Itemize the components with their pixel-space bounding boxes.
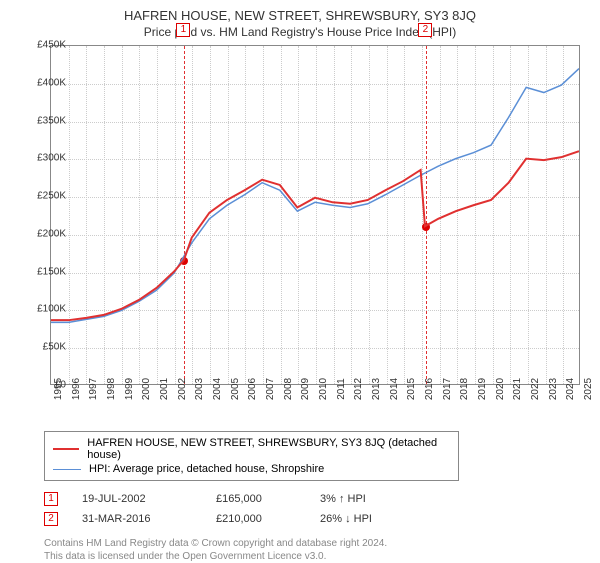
- sale-marker-box: 2: [418, 23, 432, 37]
- y-axis-label: £150K: [37, 266, 66, 277]
- series-line: [51, 69, 579, 323]
- x-axis-label: 2001: [159, 378, 170, 400]
- y-axis-label: £100K: [37, 304, 66, 315]
- y-axis-label: £450K: [37, 40, 66, 51]
- x-axis-label: 2019: [477, 378, 488, 400]
- y-axis-label: £50K: [43, 342, 66, 353]
- x-axis-label: 2018: [459, 378, 470, 400]
- series-line: [51, 151, 579, 320]
- sales-table-row: 1 19-JUL-2002 £165,000 3% ↑ HPI: [44, 489, 600, 509]
- x-axis-label: 1999: [124, 378, 135, 400]
- legend-item: HAFREN HOUSE, NEW STREET, SHREWSBURY, SY…: [53, 436, 450, 462]
- chart-container: HAFREN HOUSE, NEW STREET, SHREWSBURY, SY…: [0, 0, 600, 560]
- sales-table: 1 19-JUL-2002 £165,000 3% ↑ HPI 2 31-MAR-2016…: [44, 489, 600, 529]
- chart-area: £0£50K£100K£150K£200K£250K£300K£350K£400…: [40, 45, 600, 425]
- x-axis-label: 2000: [141, 378, 152, 400]
- x-axis-label: 2015: [406, 378, 417, 400]
- plot-region: [50, 45, 580, 385]
- y-axis-label: £250K: [37, 191, 66, 202]
- x-axis-label: 1996: [71, 378, 82, 400]
- legend-item: HPI: Average price, detached house, Shro…: [53, 462, 450, 476]
- legend-swatch: [53, 469, 81, 470]
- x-axis-label: 2008: [283, 378, 294, 400]
- x-axis-label: 2017: [442, 378, 453, 400]
- x-axis-label: 2013: [371, 378, 382, 400]
- sales-row-marker: 2: [44, 512, 58, 526]
- sales-row-pct: 26% ↓ HPI: [320, 513, 420, 525]
- x-axis-label: 2014: [389, 378, 400, 400]
- x-axis-label: 2021: [512, 378, 523, 400]
- sales-row-price: £165,000: [216, 493, 296, 505]
- x-axis-label: 2024: [565, 378, 576, 400]
- y-axis-label: £350K: [37, 115, 66, 126]
- x-axis-label: 2006: [247, 378, 258, 400]
- sales-table-row: 2 31-MAR-2016 £210,000 26% ↓ HPI: [44, 509, 600, 529]
- chart-title: HAFREN HOUSE, NEW STREET, SHREWSBURY, SY…: [0, 0, 600, 23]
- x-axis-label: 1995: [53, 378, 64, 400]
- x-axis-label: 2002: [177, 378, 188, 400]
- y-axis-label: £300K: [37, 153, 66, 164]
- footer-attribution: Contains HM Land Registry data © Crown c…: [44, 537, 600, 563]
- x-axis-label: 2020: [495, 378, 506, 400]
- x-axis-label: 2023: [548, 378, 559, 400]
- legend: HAFREN HOUSE, NEW STREET, SHREWSBURY, SY…: [44, 431, 459, 481]
- footer-line2: This data is licensed under the Open Gov…: [44, 550, 600, 563]
- chart-subtitle: Price paid vs. HM Land Registry's House …: [0, 23, 600, 45]
- x-axis-label: 2003: [194, 378, 205, 400]
- line-series-svg: [51, 46, 579, 384]
- footer-line1: Contains HM Land Registry data © Crown c…: [44, 537, 600, 550]
- y-axis-label: £400K: [37, 77, 66, 88]
- sales-row-date: 31-MAR-2016: [82, 513, 192, 525]
- legend-label: HPI: Average price, detached house, Shro…: [89, 463, 324, 475]
- x-axis-label: 2012: [353, 378, 364, 400]
- sales-row-pct: 3% ↑ HPI: [320, 493, 420, 505]
- x-axis-label: 1997: [88, 378, 99, 400]
- x-axis-label: 2011: [336, 378, 347, 400]
- x-axis-label: 2005: [230, 378, 241, 400]
- sale-marker-box: 1: [176, 23, 190, 37]
- sales-row-date: 19-JUL-2002: [82, 493, 192, 505]
- x-axis-label: 2022: [530, 378, 541, 400]
- x-axis-label: 2010: [318, 378, 329, 400]
- x-axis-label: 2004: [212, 378, 223, 400]
- x-axis-label: 1998: [106, 378, 117, 400]
- x-axis-label: 2025: [583, 378, 594, 400]
- x-axis-label: 2009: [300, 378, 311, 400]
- x-axis-label: 2016: [424, 378, 435, 400]
- legend-label: HAFREN HOUSE, NEW STREET, SHREWSBURY, SY…: [87, 437, 450, 461]
- sales-row-marker: 1: [44, 492, 58, 506]
- sales-row-price: £210,000: [216, 513, 296, 525]
- x-axis-label: 2007: [265, 378, 276, 400]
- y-axis-label: £200K: [37, 228, 66, 239]
- legend-swatch: [53, 448, 79, 450]
